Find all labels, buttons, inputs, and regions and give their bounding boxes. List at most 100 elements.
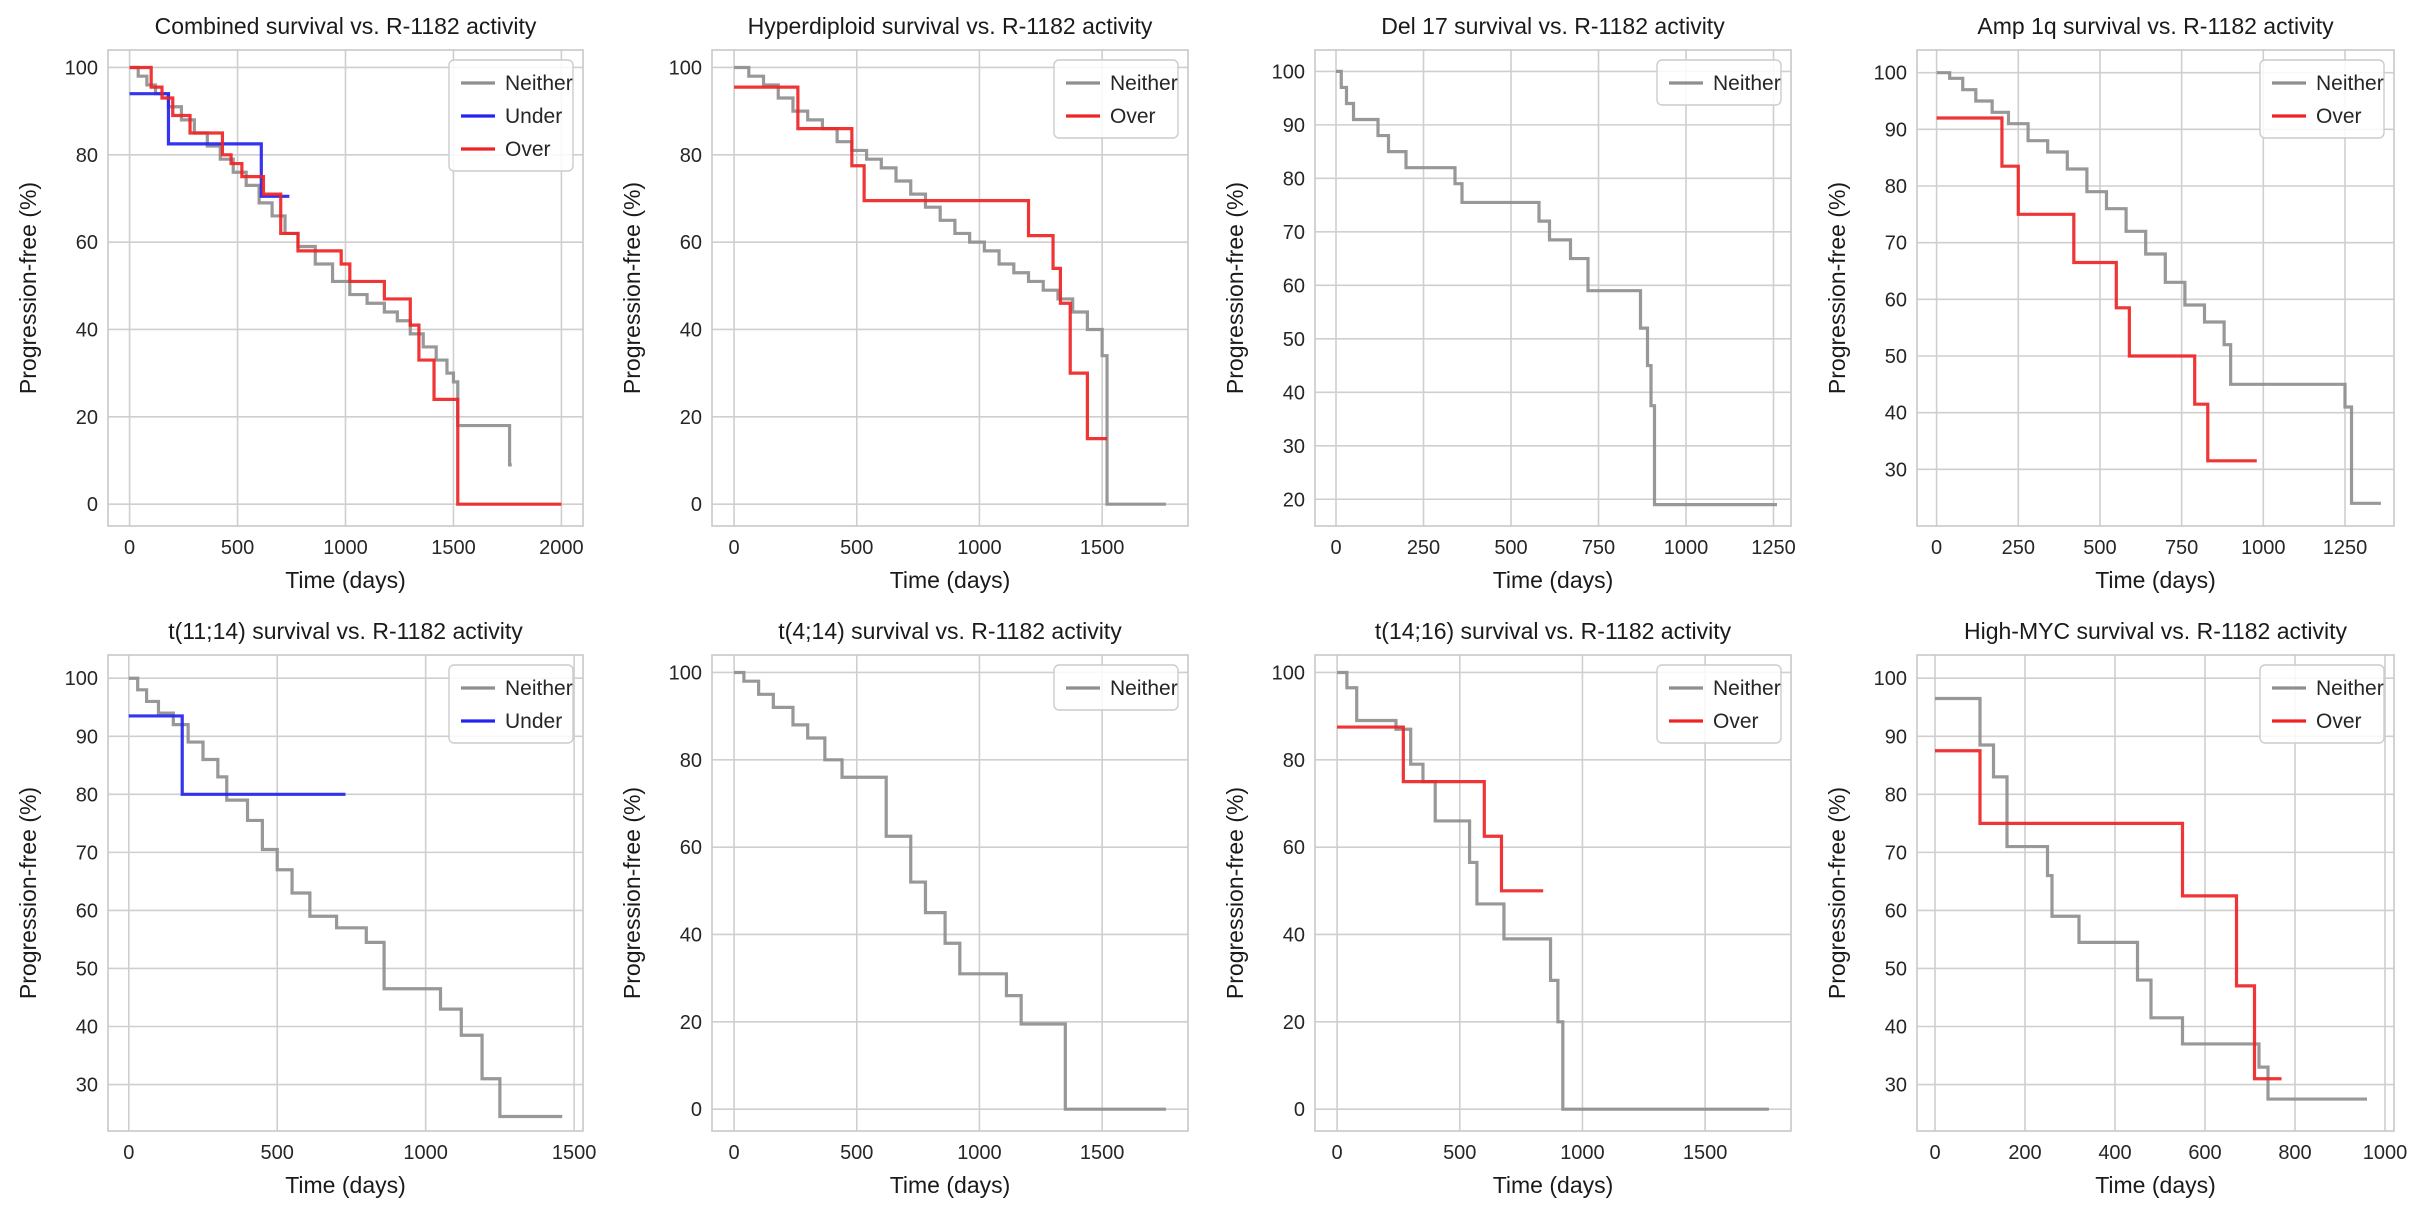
y-tick-label: 90 (76, 726, 98, 748)
y-tick-label: 70 (1885, 842, 1907, 864)
y-tick-label: 60 (1885, 289, 1907, 311)
chart-panel-1: 0 500 1000 1500 2000 0 20 40 60 80 100 Combined sur… (15, 13, 584, 593)
y-tick-label: 80 (1885, 176, 1907, 198)
x-axis-label: Time (days) (1493, 567, 1614, 593)
x-tick-label: 0 (729, 537, 740, 559)
y-tick-label: 80 (1283, 750, 1305, 772)
y-axis-label: Progression-free (%) (1222, 182, 1248, 394)
chart-panel-6: 0 500 1000 1500 0 20 40 60 80 100 t(4;14) survival… (619, 618, 1189, 1198)
y-tick-label: 100 (1272, 61, 1305, 83)
y-tick-label: 70 (1885, 233, 1907, 255)
legend-label-over: Over (1713, 710, 1759, 733)
y-tick-label: 0 (691, 1099, 702, 1121)
y-tick-label: 40 (76, 319, 98, 341)
y-tick-label: 50 (76, 958, 98, 980)
y-axis-label: Progression-free (%) (1824, 182, 1850, 394)
legend-label-under: Under (505, 105, 562, 128)
legend: Neither Over (2259, 59, 2385, 139)
y-tick-label: 60 (1885, 900, 1907, 922)
x-axis-label: Time (days) (2095, 567, 2216, 593)
x-axis-label: Time (days) (285, 1172, 406, 1198)
x-tick-label: 0 (1330, 537, 1341, 559)
chart-panel-5: 0 500 1000 1500 30 40 50 60 70 80 90 100 t(11;14) su… (15, 618, 596, 1198)
x-tick-label: 1500 (552, 1142, 597, 1164)
legend-label-neither: Neither (1713, 72, 1781, 95)
x-tick-label: 500 (221, 537, 254, 559)
x-axis-label: Time (days) (890, 567, 1011, 593)
series-line-over (1337, 725, 1544, 893)
plot-frame (711, 654, 1189, 1132)
x-tick-label: 0 (1332, 1142, 1343, 1164)
y-tick-label: 50 (1885, 346, 1907, 368)
y-tick-label: 0 (87, 494, 98, 516)
y-tick-label: 20 (1283, 489, 1305, 511)
legend-label-over: Over (2316, 710, 2362, 733)
x-tick-label: 500 (1494, 537, 1527, 559)
x-tick-label: 0 (124, 537, 135, 559)
x-tick-label: 1500 (1080, 537, 1125, 559)
y-tick-label: 100 (1874, 668, 1907, 690)
chart-title: Del 17 survival vs. R-1182 activity (1381, 13, 1725, 39)
x-tick-label: 750 (1582, 537, 1615, 559)
x-tick-label: 500 (840, 1142, 873, 1164)
y-axis-label: Progression-free (%) (619, 182, 645, 394)
y-tick-label: 60 (680, 232, 702, 254)
x-tick-label: 1000 (2241, 537, 2286, 559)
legend: Neither Over (2259, 664, 2385, 744)
y-tick-label: 100 (1874, 63, 1907, 85)
y-tick-label: 100 (669, 57, 702, 79)
y-tick-label: 60 (76, 900, 98, 922)
x-tick-label: 500 (2083, 537, 2116, 559)
plot-frame (1916, 49, 2395, 527)
y-tick-label: 80 (76, 145, 98, 167)
legend-label-over: Over (1110, 105, 1156, 128)
series-line-over (1935, 749, 2282, 1081)
x-tick-label: 250 (2002, 537, 2035, 559)
y-tick-label: 70 (76, 842, 98, 864)
x-tick-label: 1000 (1664, 537, 1709, 559)
chart-title: t(4;14) survival vs. R-1182 activity (778, 618, 1122, 644)
y-axis-label: Progression-free (%) (1824, 787, 1850, 999)
legend: Neither Over (1656, 664, 1782, 744)
legend-box (448, 59, 574, 172)
chart-panel-2: 0 500 1000 1500 0 20 40 60 80 100 Hyperdiploid sur… (619, 13, 1189, 593)
x-tick-label: 500 (1443, 1142, 1476, 1164)
y-tick-label: 20 (680, 407, 702, 429)
x-tick-label: 500 (840, 537, 873, 559)
series-line-over (1936, 116, 2257, 463)
legend: Neither (1053, 664, 1179, 711)
legend-label-over: Over (2316, 105, 2362, 128)
x-tick-label: 1000 (403, 1142, 448, 1164)
legend-box (1053, 59, 1179, 139)
x-tick-label: 600 (2188, 1142, 2221, 1164)
series-line-under (128, 714, 346, 796)
y-axis-label: Progression-free (%) (619, 787, 645, 999)
y-tick-label: 70 (1283, 222, 1305, 244)
y-tick-label: 20 (76, 407, 98, 429)
x-tick-label: 250 (1407, 537, 1440, 559)
chart-title: Amp 1q survival vs. R-1182 activity (1977, 13, 2334, 39)
y-tick-label: 0 (691, 494, 702, 516)
y-tick-label: 90 (1885, 726, 1907, 748)
x-axis-label: Time (days) (890, 1172, 1011, 1198)
y-tick-label: 30 (1885, 1075, 1907, 1097)
series-line-neither (128, 676, 563, 1119)
y-axis-label: Progression-free (%) (15, 787, 41, 999)
chart-title: High-MYC survival vs. R-1182 activity (1964, 618, 2348, 644)
y-tick-label: 30 (76, 1075, 98, 1097)
plot-frame (711, 49, 1189, 527)
x-tick-label: 1000 (957, 537, 1002, 559)
legend: Neither Over (1053, 59, 1179, 139)
legend-label-neither: Neither (2316, 72, 2384, 95)
y-tick-label: 60 (76, 232, 98, 254)
legend-box (448, 664, 574, 744)
series-line-neither (1337, 670, 1769, 1111)
series-line-over (734, 85, 1108, 441)
y-axis-label: Progression-free (%) (1222, 787, 1248, 999)
y-tick-label: 60 (1283, 275, 1305, 297)
x-tick-label: 0 (1931, 537, 1942, 559)
y-tick-label: 80 (76, 784, 98, 806)
series-line-neither (1336, 69, 1777, 507)
legend: Neither (1656, 59, 1782, 106)
x-tick-label: 1250 (1751, 537, 1796, 559)
